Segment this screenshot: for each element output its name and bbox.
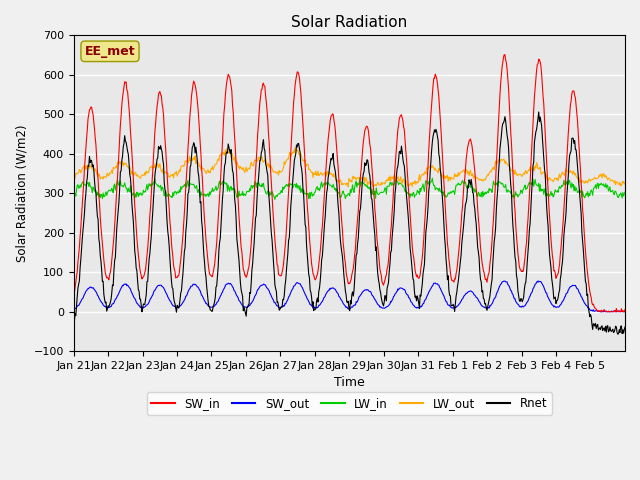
Rnet [437,172,445,178]
LW_out [621,180,629,186]
X-axis label: Time: Time [334,376,365,389]
Rnet [236,269,244,275]
SW_out [621,309,629,314]
LW_in [263,191,271,197]
Legend: SW_in, SW_out, LW_in, LW_out, Rnet: SW_in, SW_out, LW_in, LW_out, Rnet [147,392,552,415]
SW_out [263,285,271,291]
Rnet [134,287,142,292]
SW_in [406,212,414,217]
Text: EE_met: EE_met [84,45,135,58]
LW_out [369,184,377,190]
Rnet [614,331,621,337]
SW_out [596,309,604,314]
LW_out [284,156,292,162]
SW_out [236,299,244,304]
SW_in [134,252,142,258]
LW_in [271,196,279,202]
Line: SW_out: SW_out [74,281,625,312]
Rnet [70,316,77,322]
SW_in [437,127,445,132]
LW_out [408,180,415,186]
LW_in [621,189,629,195]
SW_out [134,302,142,308]
SW_in [621,307,629,312]
LW_in [70,189,77,195]
Rnet [284,251,292,256]
SW_in [70,293,77,299]
SW_out [70,307,77,313]
Title: Solar Radiation: Solar Radiation [291,15,408,30]
Line: LW_in: LW_in [74,178,625,199]
Line: Rnet: Rnet [74,112,625,334]
Y-axis label: Solar Radiation (W/m2): Solar Radiation (W/m2) [15,124,28,262]
Line: SW_in: SW_in [74,55,625,312]
LW_out [263,161,271,167]
LW_in [408,192,415,197]
LW_in [438,190,446,195]
LW_in [236,193,244,199]
SW_in [500,52,508,58]
SW_in [595,309,603,314]
SW_in [263,107,271,113]
LW_out [291,145,299,151]
LW_in [134,194,142,200]
LW_out [134,174,142,180]
LW_out [236,166,244,172]
Rnet [535,109,543,115]
SW_in [284,203,292,208]
SW_out [535,278,543,284]
LW_in [285,181,292,187]
Rnet [263,169,271,175]
LW_out [70,176,77,181]
SW_in [236,224,244,229]
SW_out [406,297,414,302]
LW_in [356,175,364,181]
Rnet [621,324,629,330]
SW_out [284,297,292,302]
SW_out [437,287,445,293]
Rnet [406,245,414,251]
LW_out [438,175,446,180]
Line: LW_out: LW_out [74,148,625,187]
